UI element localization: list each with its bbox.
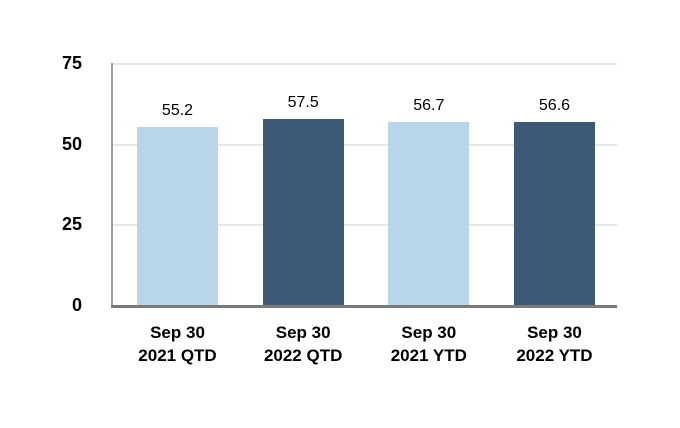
bar-group: 56.6	[513, 97, 595, 305]
y-tick-label-0: 0	[71, 295, 82, 315]
x-tick-label: Sep 30 2021 YTD	[388, 321, 469, 367]
bars-container: 55.2 57.5 56.7 56.6	[113, 63, 617, 305]
gridline-50	[113, 143, 617, 146]
x-tick-line1: Sep 30	[150, 323, 205, 342]
bar	[513, 122, 595, 305]
x-tick-line2: 2021 QTD	[138, 346, 217, 365]
bar	[388, 122, 470, 305]
plot-area: 55.2 57.5 56.7 56.6	[111, 63, 617, 308]
x-tick-line2: 2021 YTD	[390, 346, 467, 365]
bar	[137, 126, 218, 305]
x-tick-line2: 2022 QTD	[263, 346, 343, 365]
x-tick-line1: Sep 30	[275, 323, 331, 342]
y-tick-label-50: 50	[61, 133, 82, 154]
bar-value-label: 56.7	[413, 97, 445, 115]
bar-value-label: 56.6	[538, 97, 571, 115]
gridline-75	[113, 63, 617, 65]
x-tick-line1: Sep 30	[527, 323, 582, 342]
x-tick-label: Sep 30 2022 YTD	[514, 321, 595, 367]
y-axis-line	[111, 63, 113, 305]
x-axis-category-labels: Sep 30 2021 QTD Sep 30 2022 QTD Sep 30 2021 Y…	[113, 321, 617, 367]
x-tick-label: Sep 30 2021 QTD	[137, 321, 218, 367]
x-tick-line2: 2022 YTD	[516, 346, 593, 365]
x-tick-label: Sep 30 2022 QTD	[263, 321, 344, 367]
bar-group: 55.2	[137, 102, 218, 305]
y-tick-label-75: 75	[61, 53, 82, 73]
bar-value-label: 55.2	[161, 101, 194, 119]
bar-value-label: 57.5	[287, 94, 319, 112]
y-tick-label-25: 25	[61, 214, 82, 235]
x-tick-line1: Sep 30	[401, 323, 457, 342]
x-axis-line	[111, 305, 617, 308]
gridline-25	[113, 224, 617, 227]
bar-group: 57.5	[262, 94, 344, 305]
bar	[262, 119, 344, 305]
bar-group: 56.7	[388, 97, 470, 305]
